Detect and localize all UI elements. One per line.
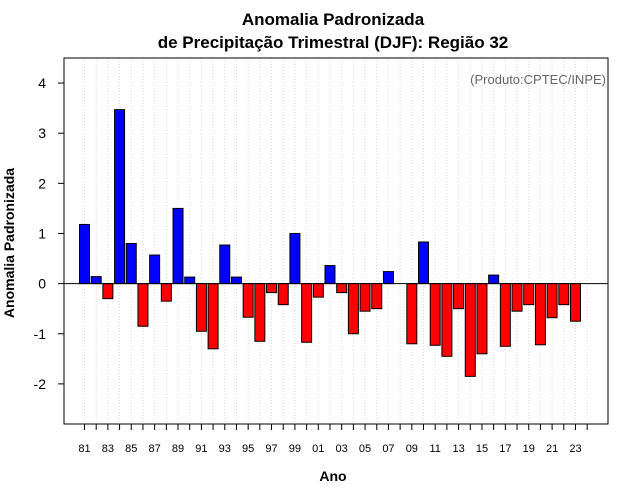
y-axis: -2 -1 0 1 2 3 4 <box>34 75 64 392</box>
bar-01 <box>312 283 324 298</box>
bar-10 <box>418 241 430 285</box>
x-tick-label: 83 <box>102 443 114 455</box>
x-tick-label: 97 <box>265 443 277 455</box>
bar-13 <box>453 283 465 310</box>
bar-05 <box>359 283 371 312</box>
bar-91 <box>195 283 207 332</box>
x-tick-label: 13 <box>452 443 464 455</box>
y-tick-label: -1 <box>34 326 47 342</box>
bar-95 <box>242 283 254 318</box>
bars <box>79 109 581 377</box>
bar-94 <box>230 276 242 285</box>
bar-86 <box>137 283 149 327</box>
bar-97 <box>266 283 278 294</box>
x-tick-label: 09 <box>406 443 418 455</box>
bar-17 <box>499 283 511 347</box>
bar-82 <box>90 276 102 285</box>
y-tick-label: -2 <box>34 376 47 392</box>
y-tick-label: 1 <box>38 225 46 241</box>
y-tick-label: 3 <box>38 125 46 141</box>
bar-04 <box>347 283 359 335</box>
x-tick-label: 03 <box>336 443 348 455</box>
bar-12 <box>441 283 453 357</box>
bar-99 <box>289 232 301 285</box>
bar-02 <box>324 265 336 285</box>
bar-93 <box>219 244 231 285</box>
x-tick-label: 93 <box>219 443 231 455</box>
x-tick-label: 11 <box>429 443 440 455</box>
bar-84 <box>114 109 126 285</box>
bar-87 <box>149 254 161 285</box>
bar-19 <box>523 283 535 306</box>
x-tick-label: 21 <box>546 443 558 455</box>
bar-81 <box>79 223 90 285</box>
bar-21 <box>546 283 558 319</box>
x-tick-label: 05 <box>359 443 371 455</box>
y-tick-label: 4 <box>38 75 46 91</box>
bar-96 <box>254 283 266 342</box>
x-tick-label: 89 <box>172 443 184 455</box>
bar-16 <box>488 274 500 285</box>
bar-07 <box>382 271 394 285</box>
x-tick-label: 17 <box>499 443 511 455</box>
bar-22 <box>558 283 570 306</box>
x-tick-label: 85 <box>125 443 137 455</box>
bar-15 <box>476 283 488 355</box>
chart-title-line1: Anomalia Padronizada <box>242 10 425 29</box>
chart-title-line2: de Precipitação Trimestral (DJF): Região… <box>158 33 509 52</box>
bar-23 <box>569 283 581 322</box>
bar-88 <box>160 283 172 302</box>
bar-00 <box>301 283 313 343</box>
x-tick-label: 19 <box>523 443 535 455</box>
bar-83 <box>102 283 114 300</box>
x-tick-label: 01 <box>312 443 324 455</box>
y-tick-label: 2 <box>38 175 46 191</box>
bar-18 <box>511 283 523 312</box>
bar-92 <box>207 283 219 350</box>
credit-label: (Produto:CPTEC/INPE) <box>470 72 606 87</box>
x-tick-label: 95 <box>242 443 254 455</box>
x-tick-label: 23 <box>569 443 581 455</box>
y-axis-title: Anomalia Padronizada <box>1 168 17 318</box>
grid-lines <box>84 58 588 424</box>
x-tick-label: 15 <box>476 443 488 455</box>
bar-85 <box>125 243 137 285</box>
x-tick-label: 81 <box>78 443 90 455</box>
bar-14 <box>464 283 476 377</box>
x-tick-label: 91 <box>195 443 207 455</box>
bar-98 <box>277 283 289 306</box>
x-axis-title: Ano <box>319 468 346 484</box>
bar-11 <box>429 283 441 346</box>
y-tick-label: 0 <box>38 276 46 292</box>
x-axis: 81 83 85 87 89 91 93 95 97 99 01 03 05 07 09 11 13 15 17 19… <box>78 424 588 455</box>
bar-03 <box>336 283 348 294</box>
bar-89 <box>172 207 184 285</box>
x-tick-label: 87 <box>149 443 161 455</box>
x-tick-label: 99 <box>289 443 301 455</box>
plot-frame <box>63 57 609 425</box>
bar-90 <box>184 276 196 285</box>
bar-06 <box>371 283 383 310</box>
x-tick-label: 07 <box>382 443 394 455</box>
bar-20 <box>534 283 546 346</box>
bar-09 <box>406 283 418 345</box>
